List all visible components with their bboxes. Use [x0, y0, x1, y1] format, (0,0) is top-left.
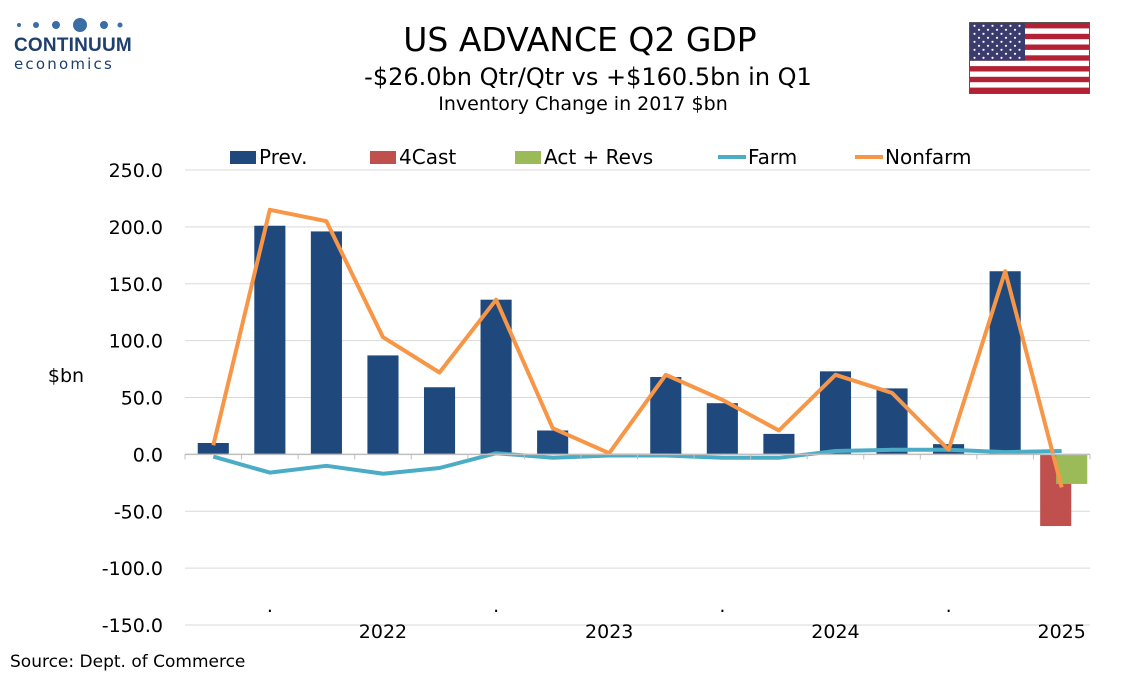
y-tick-label: 0.0 [133, 444, 163, 466]
bar-prev [310, 231, 342, 455]
bar-prev [537, 430, 569, 455]
legend-prev-swatch [230, 151, 256, 164]
bar-prev [876, 388, 908, 455]
y-tick-label: 250.0 [109, 160, 163, 182]
y-tick-label: -50.0 [114, 501, 163, 523]
chart-subtitle: -$26.0bn Qtr/Qtr vs +$160.5bn in Q1 [364, 63, 812, 91]
inventory-chart: 250.0 200.0 150.0 100.0 50.0 0.0 -50.0 -100.0 -1… [48, 145, 1091, 643]
bar-prev [423, 387, 456, 455]
x-year-label: 2025 [1038, 621, 1086, 643]
y-tick-label: 50.0 [121, 388, 163, 410]
axes: 250.0 200.0 150.0 100.0 50.0 0.0 -50.0 -100.0 -1… [48, 160, 1091, 643]
bar-prev [254, 225, 286, 455]
us-flag-icon [969, 22, 1090, 94]
x-dot-label: . [946, 595, 952, 617]
legend-nonfarm-label: Nonfarm [885, 145, 972, 169]
bar-prev [763, 433, 795, 455]
bar-prev [197, 443, 229, 455]
chart-subtitle-2: Inventory Change in 2017 $bn [438, 93, 728, 115]
x-year-label: 2022 [359, 621, 407, 643]
x-dot-label: . [493, 595, 499, 617]
legend-prev-label: Prev. [259, 145, 307, 169]
legend: Prev. 4Cast Act + Revs Farm Nonfarm [230, 145, 972, 169]
chart-title: US ADVANCE Q2 GDP [403, 20, 757, 59]
x-dot-label: . [719, 595, 725, 617]
logo-name: CONTINUUM [14, 35, 132, 56]
bar-prev [367, 355, 399, 455]
legend-actual-swatch [515, 151, 541, 164]
legend-actual-label: Act + Revs [544, 145, 653, 169]
y-tick-label: -100.0 [102, 558, 163, 580]
nonfarm-line [211, 207, 1064, 488]
x-year-label: 2024 [811, 621, 859, 643]
y-tick-label: 150.0 [109, 274, 163, 296]
logo-subtitle: economics [14, 55, 114, 73]
y-tick-label: 200.0 [109, 217, 163, 239]
bar-prev [706, 403, 738, 455]
bars [197, 225, 1088, 527]
y-axis-label: $bn [48, 365, 84, 387]
continuum-logo: CONTINUUM economics [14, 14, 144, 72]
legend-4cast-label: 4Cast [399, 145, 456, 169]
source-note: Source: Dept. of Commerce [10, 652, 246, 672]
legend-farm-label: Farm [748, 145, 797, 169]
legend-4cast-swatch [370, 151, 396, 164]
logo-dots-icon [14, 14, 144, 36]
x-dot-label: . [267, 595, 273, 617]
y-tick-label: -150.0 [102, 615, 163, 637]
y-tick-label: 100.0 [109, 331, 163, 353]
bar-prev [989, 271, 1021, 455]
x-year-label: 2023 [585, 621, 633, 643]
